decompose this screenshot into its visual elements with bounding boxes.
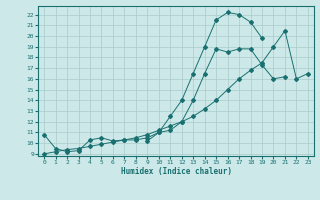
X-axis label: Humidex (Indice chaleur): Humidex (Indice chaleur) (121, 167, 231, 176)
